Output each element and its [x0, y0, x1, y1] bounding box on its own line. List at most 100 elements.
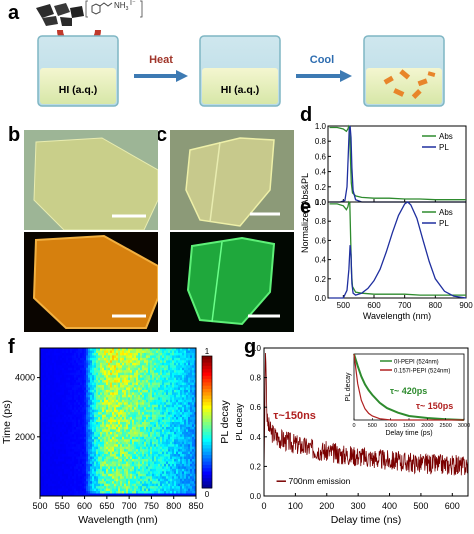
- heatmap-cell: [50, 419, 53, 423]
- heatmap-cell: [104, 367, 107, 371]
- heatmap-cell: [142, 362, 145, 366]
- heatmap-cell: [166, 365, 169, 369]
- heatmap-cell: [88, 463, 91, 467]
- heatmap-cell: [150, 392, 153, 396]
- heatmap-cell: [174, 380, 177, 383]
- heatmap-cell: [186, 399, 189, 403]
- heatmap-cell: [188, 397, 191, 401]
- heatmap-cell: [118, 483, 121, 487]
- heatmap-cell: [188, 434, 191, 438]
- heatmap-cell: [154, 387, 157, 391]
- heatmap-cell: [66, 357, 69, 361]
- colorbar-cell: [202, 471, 212, 476]
- heatmap-cell: [76, 461, 79, 465]
- heatmap-cell: [58, 387, 61, 391]
- heatmap-cell: [168, 380, 171, 383]
- heatmap-cell: [106, 441, 109, 445]
- heatmap-cell: [120, 431, 123, 435]
- heatmap-cell: [98, 426, 101, 430]
- heatmap-cell: [192, 385, 195, 388]
- heatmap-cell: [180, 446, 183, 450]
- heatmap-cell: [94, 367, 97, 371]
- heatmap-cell: [96, 493, 99, 497]
- heatmap-cell: [92, 468, 95, 472]
- heatmap-cell: [182, 476, 185, 480]
- heatmap-cell: [192, 493, 195, 497]
- heatmap-cell: [174, 429, 177, 433]
- heatmap-cell: [122, 407, 125, 411]
- heatmap-cell: [54, 365, 57, 369]
- heatmap-cell: [136, 434, 139, 438]
- heatmap-cell: [42, 486, 45, 489]
- heatmap-cell: [146, 459, 149, 462]
- heatmap-cell: [70, 429, 73, 433]
- heatmap-cell: [44, 461, 47, 465]
- heatmap-cell: [130, 350, 133, 354]
- heatmap-cell: [146, 399, 149, 403]
- heatmap-cell: [72, 387, 75, 391]
- heatmap-cell: [160, 466, 163, 470]
- heatmap-cell: [48, 397, 51, 401]
- heatmap-cell: [68, 446, 71, 450]
- heatmap-cell: [132, 350, 135, 354]
- heatmap-cell: [98, 389, 101, 393]
- heatmap-cell: [124, 409, 127, 413]
- heatmap-cell: [130, 352, 133, 356]
- heatmap-cell: [156, 357, 159, 361]
- heatmap-cell: [174, 394, 177, 398]
- heatmap-cell: [140, 441, 143, 445]
- heatmap-cell: [130, 463, 133, 467]
- heatmap-cell: [160, 486, 163, 489]
- heatmap-cell: [156, 444, 159, 448]
- heatmap-cell: [130, 365, 133, 369]
- heatmap-cell: [170, 377, 173, 381]
- heatmap-cell: [158, 471, 161, 475]
- heatmap-cell: [66, 377, 69, 381]
- inset-y-axis-label: PL decay: [345, 372, 352, 401]
- heatmap-cell: [108, 481, 111, 485]
- heatmap-cell: [130, 404, 133, 408]
- heatmap-cell: [178, 357, 181, 361]
- heatmap-cell: [126, 348, 129, 351]
- heatmap-cell: [140, 483, 143, 487]
- heatmap-cell: [50, 486, 53, 489]
- heatmap-cell: [106, 426, 109, 430]
- heatmap-cell: [154, 402, 157, 406]
- heatmap-cell: [74, 382, 77, 386]
- heatmap-cell: [186, 471, 189, 475]
- heatmap-cell: [154, 426, 157, 430]
- heatmap-cell: [54, 422, 57, 425]
- heatmap-cell: [104, 414, 107, 418]
- heatmap-cell: [112, 397, 115, 401]
- inset-series-line-doped: [353, 353, 464, 421]
- heatmap-cell: [68, 392, 71, 396]
- heatmap-cell: [184, 429, 187, 433]
- heatmap-cell: [104, 350, 107, 354]
- heatmap-cell: [152, 426, 155, 430]
- heatmap-cell: [58, 493, 61, 497]
- heatmap-cell: [180, 412, 183, 415]
- heatmap-cell: [144, 372, 147, 376]
- heatmap-cell: [52, 380, 55, 383]
- heatmap-cell: [82, 488, 85, 492]
- heatmap-cell: [168, 473, 171, 477]
- heatmap-cell: [50, 397, 53, 401]
- heatmap-cell: [188, 370, 191, 374]
- heatmap-cell: [76, 377, 79, 381]
- heatmap-cell: [182, 357, 185, 361]
- heatmap-cell: [72, 394, 75, 398]
- heatmap-cell: [84, 375, 87, 378]
- heatmap-cell: [42, 372, 45, 376]
- heatmap-cell: [182, 439, 185, 443]
- heatmap-cell: [160, 370, 163, 374]
- heatmap-cell: [148, 422, 151, 425]
- heatmap-cell: [178, 372, 181, 376]
- heatmap-cell: [72, 426, 75, 430]
- heatmap-cell: [58, 375, 61, 378]
- heatmap-cell: [70, 476, 73, 480]
- heatmap-cell: [118, 397, 121, 401]
- heatmap-cell: [70, 454, 73, 457]
- heatmap-cell: [58, 454, 61, 457]
- heatmap-cell: [150, 441, 153, 445]
- heatmap-cell: [120, 352, 123, 356]
